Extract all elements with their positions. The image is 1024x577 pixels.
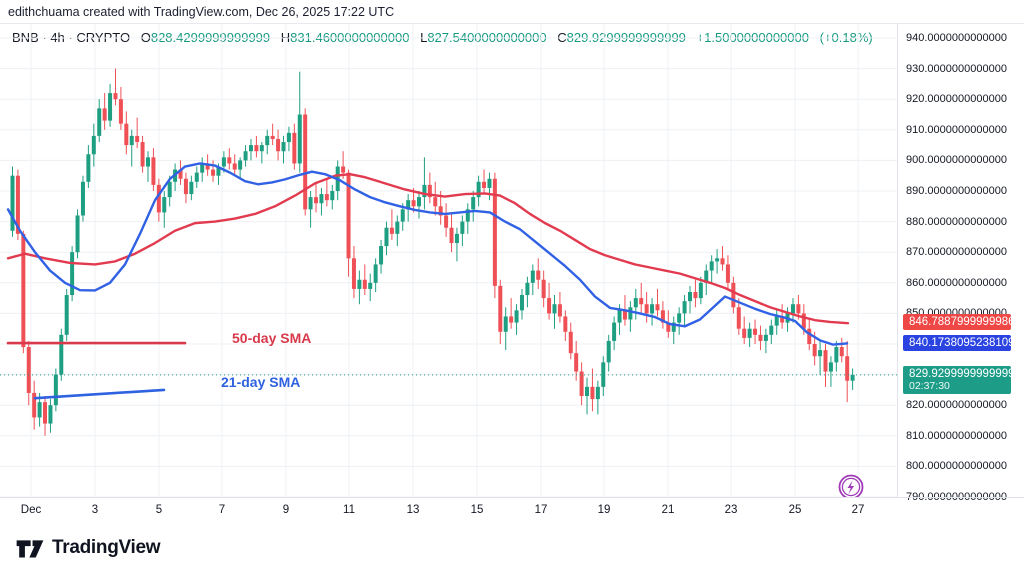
y-axis-label: 910.0000000000000 [906, 123, 1007, 136]
top-divider [0, 23, 1024, 24]
y-axis-label: 930.0000000000000 [906, 62, 1007, 75]
y-axis-label: 820.0000000000000 [906, 399, 1007, 412]
spark-icon [838, 474, 864, 497]
sma50-line [6, 172, 850, 325]
y-axis-label: 920.0000000000000 [906, 93, 1007, 106]
x-axis-label: 13 [406, 504, 420, 516]
y-axis-label: 880.0000000000000 [906, 215, 1007, 228]
sma21-text-label: 21-day SMA [221, 374, 301, 390]
y-axis-label: 870.0000000000000 [906, 246, 1007, 259]
sma21-price-badge: 840.1738095238109 [903, 335, 1015, 352]
x-axis-label: 15 [470, 504, 484, 516]
y-axis-label: 940.0000000000000 [906, 32, 1007, 44]
candles-layer [10, 68, 855, 436]
sma21-line [6, 162, 849, 346]
x-axis-label: 25 [788, 504, 802, 516]
y-axis-label: 800.0000000000000 [906, 460, 1007, 473]
tradingview-logo-text: TradingView [52, 537, 161, 558]
last-price-badge: 829.9299999999999 02:37:30 [903, 365, 1015, 394]
time-axis[interactable]: Dec 3 5 7 9 11 13 15 17 19 21 23 25 27 [0, 497, 1024, 525]
x-axis-label: 9 [282, 504, 290, 516]
x-axis-label: 19 [597, 504, 611, 516]
tradingview-logo-icon [16, 540, 44, 558]
bar-countdown: 02:37:30 [909, 379, 950, 392]
last-price-value: 829.9299999999999 [909, 367, 1015, 380]
chart-plot-area[interactable]: 50-day SMA 21-day SMA [0, 24, 897, 497]
x-axis-label: Dec [20, 504, 42, 516]
sma50-text-label: 50-day SMA [232, 330, 312, 346]
price-axis[interactable]: 790.0000000000000 800.0000000000000 810.00… [897, 24, 1024, 503]
x-axis-label: 21 [661, 504, 675, 516]
tradingview-logo[interactable]: TradingView [16, 535, 161, 561]
x-axis-label: 17 [534, 504, 548, 516]
x-axis-label: 23 [724, 504, 738, 516]
x-axis-label: 5 [155, 504, 163, 516]
grid-layer [0, 24, 897, 497]
y-axis-label: 890.0000000000000 [906, 185, 1007, 197]
y-axis-label: 810.0000000000000 [906, 429, 1007, 442]
footer-bar: TradingView [0, 524, 1024, 577]
attribution-text: edithchuama created with TradingView.com… [8, 5, 395, 19]
x-axis-label: 27 [851, 504, 865, 516]
y-axis-label: 900.0000000000000 [906, 154, 1007, 167]
x-axis-label: 7 [218, 504, 226, 516]
y-axis-label: 860.0000000000000 [906, 276, 1007, 289]
x-axis-label: 3 [91, 504, 99, 516]
x-axis-label: 11 [343, 504, 355, 516]
trendline-sma21[interactable] [33, 388, 166, 400]
candlestick-chart[interactable] [0, 24, 897, 497]
sma50-price-badge: 846.7887999999986 [903, 314, 1015, 331]
